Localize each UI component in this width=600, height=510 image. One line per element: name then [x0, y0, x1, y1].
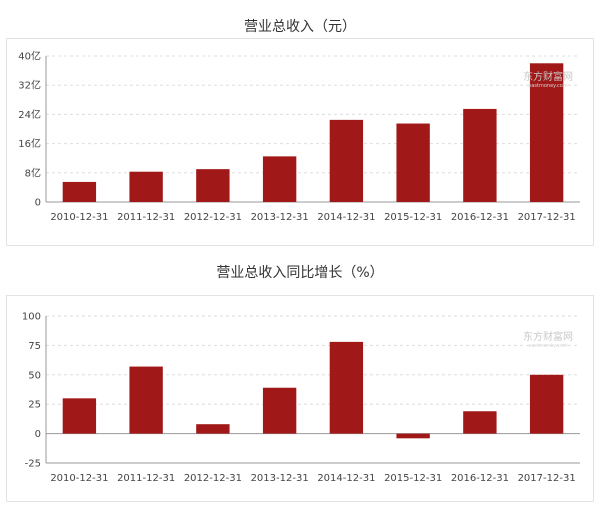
growth-x-tick-label: 2015-12-31	[384, 473, 442, 484]
growth-y-tick-label: 100	[22, 312, 41, 323]
revenue-y-tick-label: 24亿	[18, 108, 41, 121]
revenue-x-tick-label: 2016-12-31	[451, 212, 509, 223]
revenue-bar	[529, 63, 564, 202]
growth-bar	[196, 424, 230, 434]
growth-watermark-url-text: eastmoney.com	[528, 343, 568, 349]
growth-x-tick-label: 2012-12-31	[184, 473, 242, 484]
growth-x-tick-label: 2014-12-31	[317, 473, 375, 484]
revenue-y-tick-label: 8亿	[25, 166, 41, 179]
growth-y-tick-label: 75	[28, 341, 41, 352]
growth-bar	[329, 341, 364, 434]
growth-y-tick-label: 50	[28, 370, 41, 381]
growth-bar	[62, 398, 97, 434]
revenue-y-tick-label: 32亿	[18, 79, 41, 92]
revenue-bar	[396, 123, 430, 202]
growth-x-tick-label: 2016-12-31	[451, 473, 509, 484]
growth-x-tick-label: 2013-12-31	[251, 473, 309, 484]
revenue-watermark-logo-text: 东方财富网	[523, 70, 573, 83]
revenue-x-tick-label: 2017-12-31	[518, 212, 576, 223]
revenue-x-tick-label: 2015-12-31	[384, 212, 442, 223]
revenue-watermark-url-text: eastmoney.com	[528, 83, 568, 89]
growth-x-tick-label: 2011-12-31	[117, 473, 175, 484]
revenue-bar	[196, 169, 230, 202]
growth-bar	[463, 411, 497, 434]
growth-bar	[262, 387, 297, 434]
growth-watermark-logo-text: 东方财富网	[523, 330, 573, 343]
growth-x-tick-label: 2017-12-31	[518, 473, 576, 484]
revenue-bar	[329, 119, 364, 202]
revenue-bar	[262, 156, 297, 202]
revenue-x-tick-label: 2013-12-31	[251, 212, 309, 223]
growth-chart-panel	[6, 295, 594, 502]
growth-bar	[396, 433, 430, 439]
growth-bar	[129, 366, 163, 434]
growth-bar	[529, 374, 564, 434]
revenue-bar	[129, 171, 163, 202]
growth-y-tick-label: -25	[25, 459, 41, 470]
revenue-x-tick-label: 2014-12-31	[317, 212, 375, 223]
growth-chart-title: 营业总收入同比增长（%）	[216, 265, 384, 281]
revenue-x-tick-label: 2010-12-31	[50, 212, 108, 223]
revenue-chart-title: 营业总收入（元）	[244, 19, 356, 35]
revenue-y-tick-label: 0	[35, 198, 41, 209]
revenue-x-tick-label: 2012-12-31	[184, 212, 242, 223]
growth-x-tick-label: 2010-12-31	[50, 473, 108, 484]
revenue-bar	[62, 181, 97, 202]
revenue-x-tick-label: 2011-12-31	[117, 212, 175, 223]
growth-y-tick-label: 0	[35, 429, 41, 440]
revenue-y-tick-label: 40亿	[18, 50, 41, 63]
growth-y-tick-label: 25	[28, 400, 41, 411]
revenue-y-tick-label: 16亿	[18, 137, 41, 150]
revenue-bar	[463, 108, 497, 202]
